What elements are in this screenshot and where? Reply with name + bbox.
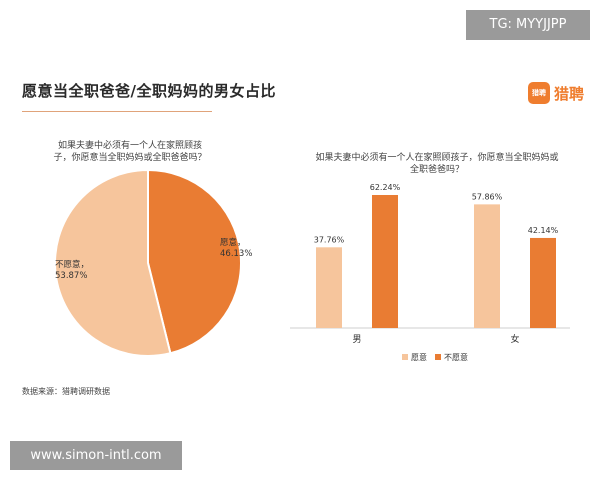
- pie-chart: 愿意，46.13% 不愿意，53.87%: [54, 168, 252, 357]
- bar-data-label: 57.86%: [472, 192, 503, 201]
- bar-question: 如果夫妻中必须有一个人在家照顾孩子，你愿意当全职妈妈或全职爸爸吗？: [315, 153, 559, 175]
- pie-value-label: 53.87%: [55, 271, 87, 281]
- bar-data-label: 37.76%: [314, 235, 345, 244]
- bar-unwilling-female: [530, 237, 556, 328]
- watermark-top: TG: MYYJJPP: [466, 10, 590, 40]
- pie-slice-willing: [147, 168, 242, 355]
- bar-data-label: 62.24%: [370, 183, 401, 192]
- x-tick-label: 女: [510, 333, 519, 345]
- pie-question: 如果夫妻中必须有一个人在家照顾孩子，你愿意当全职妈妈或全职爸爸吗？: [53, 141, 207, 163]
- bar-chart: 37.76% 62.24% 男 57.86% 42.14% 女愿意 不愿意: [290, 183, 570, 362]
- legend-swatch-willing: [402, 354, 408, 360]
- title-divider: [22, 111, 212, 112]
- legend-label: 不愿意: [444, 352, 468, 362]
- legend-label: 愿意: [411, 352, 427, 362]
- bar-data-label: 42.14%: [528, 226, 559, 235]
- brand-mark-icon: 猎聘: [528, 82, 550, 104]
- x-tick-label: 男: [352, 334, 361, 345]
- pie-value-label: 46.13%: [220, 249, 252, 259]
- bar-willing-male: [316, 247, 342, 328]
- bar-unwilling-male: [372, 195, 398, 328]
- brand-name: 猎聘: [554, 84, 585, 103]
- source-note: 数据来源：猎聘调研数据: [22, 387, 110, 396]
- page-title: 愿意当全职爸爸/全职妈妈的男女占比: [22, 82, 276, 100]
- pie-label: 愿意，: [220, 237, 246, 248]
- pie-label: 不愿意，: [55, 259, 89, 270]
- pie-slice-unwilling: [54, 168, 172, 357]
- bar-willing-female: [474, 204, 500, 328]
- watermark-bottom: www.simon-intl.com: [10, 441, 182, 470]
- brand-logo: 猎聘 猎聘: [528, 82, 584, 104]
- legend-swatch-unwilling: [435, 354, 441, 360]
